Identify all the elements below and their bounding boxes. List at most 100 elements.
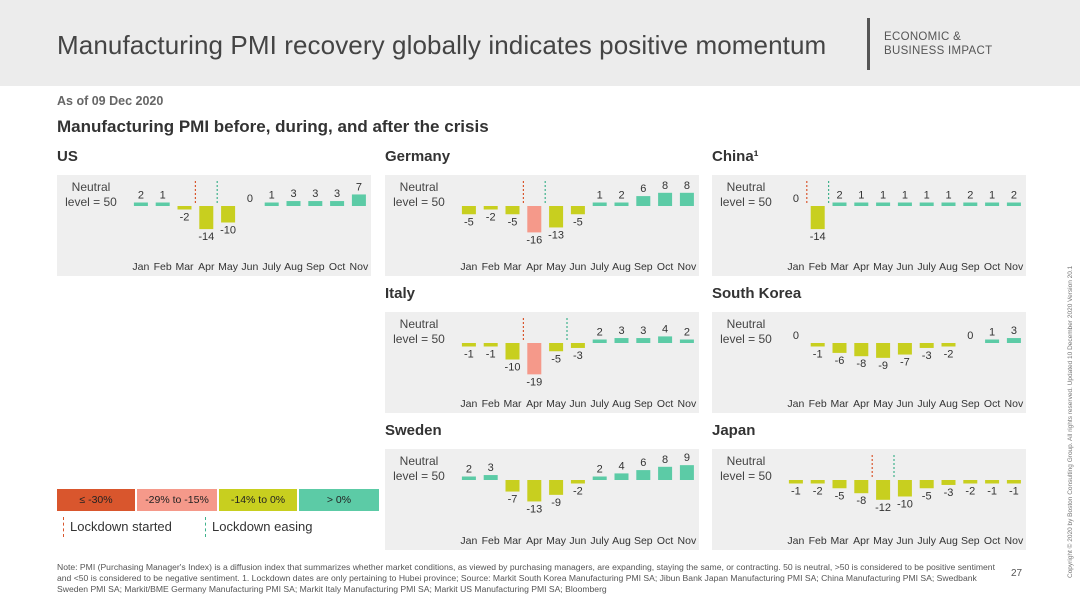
value-label: -14 (198, 231, 214, 243)
month-label: Sep (634, 261, 653, 273)
bar-may (876, 343, 891, 358)
bar-apr (854, 480, 869, 494)
bar-sep (636, 338, 651, 343)
month-label: Oct (657, 398, 673, 410)
value-label: -5 (573, 216, 583, 228)
value-label: 6 (640, 183, 646, 195)
country-title-sweden: Sweden (385, 422, 442, 439)
value-label: -8 (856, 495, 866, 507)
month-label: May (873, 261, 894, 273)
bar-oct (658, 336, 673, 343)
value-label: 0 (247, 193, 253, 205)
bar-aug (941, 480, 956, 485)
bar-may (876, 480, 891, 500)
month-label: Apr (526, 261, 543, 273)
month-label: Mar (830, 535, 849, 547)
value-label: -3 (573, 350, 583, 362)
value-label: 1 (945, 190, 951, 202)
bar-apr (854, 343, 869, 357)
bar-jan (461, 343, 476, 347)
bar-aug (614, 202, 629, 206)
month-label: Aug (939, 535, 958, 547)
value-label: -6 (835, 355, 845, 367)
value-label: -1 (987, 486, 997, 498)
neutral-line2: level = 50 (720, 469, 772, 483)
value-label: -1 (1009, 486, 1019, 498)
bar-sep (963, 202, 978, 206)
bar-nov (679, 192, 694, 206)
bar-chart-sweden: 2 Jan 3 Feb -7 Mar -13 Apr -9 May -2 Jun 2 July 4 Aug 6 S… (460, 452, 697, 547)
month-label: Mar (503, 261, 522, 273)
value-label: 1 (160, 190, 166, 202)
bar-oct (658, 192, 673, 206)
month-label: May (546, 398, 567, 410)
month-label: Nov (350, 261, 369, 273)
bar-july (592, 339, 607, 343)
value-label: -2 (573, 486, 583, 498)
value-label: 3 (312, 188, 318, 200)
chart-panel-china: Neutral level = 50 0 Jan -14 Feb 2 Mar 1 Apr 1 Ma… (712, 175, 1026, 276)
bar-feb (483, 206, 498, 210)
month-label: Aug (612, 398, 631, 410)
neutral-line2: level = 50 (720, 332, 772, 346)
month-label: Jan (460, 398, 477, 410)
value-label: 2 (618, 190, 624, 202)
month-label: Aug (612, 535, 631, 547)
month-label: Nov (678, 261, 697, 273)
value-label: -3 (922, 350, 932, 362)
month-label: Oct (657, 535, 673, 547)
month-label: Oct (329, 261, 345, 273)
bar-oct (658, 466, 673, 480)
month-label: Apr (853, 261, 870, 273)
legend-salmon: -29% to -15% (137, 489, 217, 511)
month-label: Feb (809, 261, 827, 273)
country-title-germany: Germany (385, 148, 451, 165)
month-label: Mar (175, 261, 194, 273)
month-label: Apr (198, 261, 215, 273)
value-label: 0 (793, 193, 799, 205)
month-label: Aug (939, 261, 958, 273)
bar-sep (963, 480, 978, 484)
value-label: 2 (1011, 190, 1017, 202)
month-label: Sep (961, 535, 980, 547)
legend-lockdown-easing: Lockdown easing (205, 517, 312, 537)
value-label: 3 (334, 188, 340, 200)
month-label: May (873, 398, 894, 410)
value-label: 8 (662, 454, 668, 466)
value-label: 3 (1011, 325, 1017, 337)
red-dash-marker (63, 517, 64, 537)
bar-july (919, 343, 934, 348)
bar-may (549, 206, 564, 228)
value-label: -9 (551, 497, 561, 509)
month-label: Jan (787, 261, 804, 273)
bar-mar (832, 343, 847, 353)
month-label: July (590, 398, 609, 410)
month-label: Jan (460, 535, 477, 547)
bar-aug (286, 201, 301, 206)
value-label: 0 (793, 330, 799, 342)
bar-jan (461, 206, 476, 215)
value-label: -2 (813, 486, 823, 498)
value-label: -14 (810, 231, 826, 243)
legend-yellow-green: -14% to 0% (219, 489, 297, 511)
neutral-line1: Neutral (399, 180, 439, 194)
bar-jan (133, 202, 148, 206)
value-label: 2 (597, 327, 603, 339)
page-number: 27 (1011, 568, 1023, 579)
bar-chart-south-korea: 0 Jan -1 Feb -6 Mar -8 Apr -9 May -7 Jun -3 July -2 Aug… (787, 325, 1024, 410)
month-label: Jun (241, 261, 258, 273)
value-label: 2 (836, 190, 842, 202)
month-label: Sep (634, 398, 653, 410)
neutral-level-label: Neutral level = 50 (385, 180, 453, 210)
value-label: 1 (989, 190, 995, 202)
month-label: July (590, 261, 609, 273)
month-label: Aug (284, 261, 303, 273)
neutral-level-label: Neutral level = 50 (712, 180, 780, 210)
month-label: Nov (1005, 398, 1024, 410)
bar-nov (351, 194, 366, 206)
bar-aug (941, 343, 956, 347)
chart-panel-south-korea: Neutral level = 50 0 Jan -1 Feb -6 Mar -8 Apr -9… (712, 312, 1026, 413)
bar-mar (505, 480, 520, 492)
bar-aug (941, 202, 956, 206)
section-tag: ECONOMIC & BUSINESS IMPACT (884, 30, 992, 58)
